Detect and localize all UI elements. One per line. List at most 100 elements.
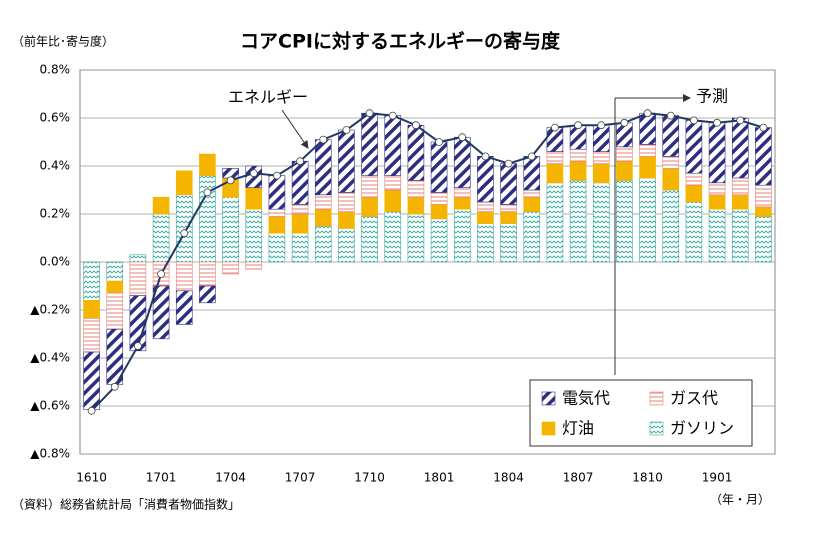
bar-segment [83, 261, 100, 301]
bar-segment [338, 192, 355, 212]
bar-segment [384, 211, 402, 263]
legend-label: 電気代 [562, 389, 610, 408]
bar-segment [592, 151, 610, 164]
line-marker [690, 116, 698, 125]
bar-segment [500, 211, 517, 224]
bar-segment [477, 201, 494, 212]
x-tick-label: 1801 [424, 471, 455, 485]
bar-segment [361, 196, 378, 217]
bar-segment [199, 261, 216, 287]
line-marker [273, 171, 281, 180]
legend-label: ガソリン [670, 419, 734, 438]
line-marker [180, 229, 189, 238]
line-marker [458, 133, 467, 142]
line-marker [249, 169, 258, 178]
bar-segment [268, 208, 286, 217]
y-tick-label: 0.6% [40, 111, 71, 125]
bar-segment [616, 160, 633, 181]
bar-segment [592, 182, 610, 263]
bar-segment [291, 160, 309, 205]
line-label-arrow [281, 109, 309, 149]
bar-segment [314, 194, 332, 210]
legend-swatch [541, 391, 556, 406]
bar-segment [500, 223, 517, 263]
bar-segment [152, 196, 170, 215]
bar-segment [616, 180, 633, 263]
legend-box [529, 379, 753, 447]
line-marker [666, 111, 675, 120]
bar-segment [129, 254, 147, 263]
y-tick-label: ▲0.8% [30, 447, 70, 461]
line-marker [620, 118, 629, 127]
bar-segment [523, 189, 541, 198]
bar-segment [685, 120, 703, 174]
bar-segment [569, 160, 587, 181]
bar-segment [152, 285, 170, 340]
bar-segment [430, 204, 448, 220]
y-tick-label: 0.8% [40, 63, 71, 77]
bar-segment [268, 175, 286, 210]
bar-segment [755, 206, 772, 217]
bar-segment [592, 124, 610, 152]
bar-segment [755, 127, 772, 186]
bar-segment [523, 196, 541, 212]
x-tick-label: 1701 [146, 471, 177, 485]
bar-segment [384, 115, 402, 176]
legend-label: 灯油 [562, 419, 594, 438]
bar-segment [639, 177, 656, 263]
line-marker [157, 270, 165, 278]
bar-segment [546, 182, 564, 263]
bar-segment [291, 232, 309, 263]
bar-segment [222, 261, 239, 275]
bar-segment [569, 148, 587, 162]
bar-segment [361, 175, 378, 198]
x-tick-label: 1804 [493, 471, 524, 485]
bar-segment [453, 187, 471, 198]
line-marker [551, 123, 559, 132]
bar-segment [430, 218, 448, 263]
bar-segment [291, 204, 309, 215]
bar-segment [708, 182, 726, 196]
line-marker [203, 188, 212, 197]
line-marker [319, 135, 328, 144]
bar-segment [152, 213, 170, 263]
line-marker [481, 152, 490, 161]
line-marker [435, 138, 443, 146]
line-marker [412, 121, 420, 130]
legend-swatch [649, 391, 664, 406]
bar-segment [314, 225, 332, 263]
bar-segment [430, 141, 448, 193]
bar-segment [106, 280, 124, 294]
bar-segment [685, 172, 703, 186]
x-tick-label: 1710 [354, 471, 385, 485]
y-tick-label: 0.4% [40, 159, 71, 173]
bar-segment [731, 194, 749, 210]
bar-segment [106, 292, 124, 330]
line-marker [296, 157, 304, 166]
line-marker [597, 121, 606, 130]
bar-segment [639, 156, 656, 179]
bar-segment [314, 139, 332, 196]
chart-title: コアCPIに対するエネルギーの寄与度 [240, 30, 561, 53]
x-tick-label: 1810 [632, 471, 663, 485]
y-axis-label: （前年比･寄与度） [12, 34, 114, 49]
bar-segment [338, 228, 355, 263]
bar-segment [338, 129, 355, 193]
line-marker [134, 342, 142, 350]
bar-segment [500, 204, 517, 212]
line-marker [643, 109, 652, 118]
bar-segment [453, 208, 471, 263]
line-marker [365, 109, 374, 118]
bar-segment [523, 211, 541, 263]
bar-segment [175, 194, 193, 263]
bar-segment [245, 261, 263, 270]
bar-segment [500, 163, 517, 205]
bar-segment [245, 208, 263, 263]
y-tick-label: ▲0.2% [30, 303, 70, 317]
bar-segment [222, 196, 239, 263]
line-marker [342, 126, 351, 134]
bar-segment [639, 112, 656, 145]
bar-segment [685, 184, 703, 203]
bar-segment [106, 261, 124, 282]
y-tick-label: ▲0.4% [30, 351, 70, 365]
